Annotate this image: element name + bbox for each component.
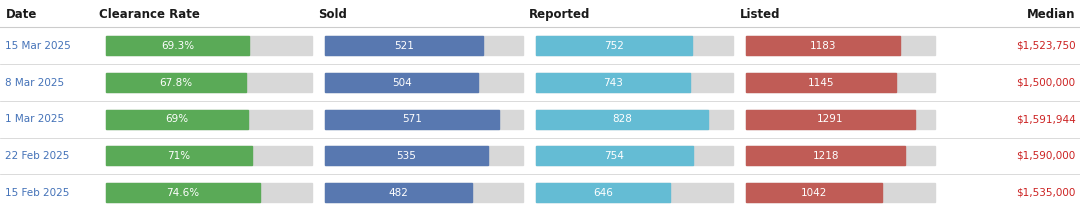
Text: 646: 646 <box>593 188 612 198</box>
Bar <box>325 73 523 92</box>
Text: $1,535,000: $1,535,000 <box>1016 188 1076 198</box>
Text: 828: 828 <box>612 114 632 124</box>
Bar <box>325 146 523 165</box>
Bar <box>106 110 312 129</box>
Text: 1042: 1042 <box>801 188 827 198</box>
Text: 754: 754 <box>604 151 624 161</box>
Text: 22 Feb 2025: 22 Feb 2025 <box>5 151 70 161</box>
Text: 504: 504 <box>392 77 411 88</box>
Text: 74.6%: 74.6% <box>166 188 200 198</box>
Text: 67.8%: 67.8% <box>159 77 192 88</box>
Bar <box>106 73 245 92</box>
Bar <box>325 183 472 202</box>
Text: 743: 743 <box>603 77 623 88</box>
Text: 69%: 69% <box>165 114 189 124</box>
Bar <box>106 146 253 165</box>
Bar <box>536 146 692 165</box>
Bar <box>325 36 484 55</box>
Text: 521: 521 <box>394 41 415 51</box>
Bar <box>536 110 707 129</box>
Bar <box>746 36 935 55</box>
Bar <box>325 73 478 92</box>
Bar <box>746 110 915 129</box>
Bar <box>746 36 901 55</box>
Bar <box>536 146 733 165</box>
Text: 1145: 1145 <box>808 77 834 88</box>
Text: 571: 571 <box>402 114 422 124</box>
Bar <box>746 146 905 165</box>
Text: $1,500,000: $1,500,000 <box>1016 77 1076 88</box>
Text: 15 Mar 2025: 15 Mar 2025 <box>5 41 71 51</box>
Bar <box>106 110 248 129</box>
Text: 535: 535 <box>396 151 417 161</box>
Text: $1,591,944: $1,591,944 <box>1016 114 1076 124</box>
Text: 1218: 1218 <box>812 151 839 161</box>
Bar <box>325 183 523 202</box>
Bar <box>106 183 312 202</box>
Bar <box>746 183 935 202</box>
Bar <box>325 36 523 55</box>
Bar <box>106 146 312 165</box>
Bar <box>325 110 523 129</box>
Bar <box>106 73 312 92</box>
Text: $1,523,750: $1,523,750 <box>1016 41 1076 51</box>
Text: Reported: Reported <box>529 8 591 21</box>
Text: 752: 752 <box>604 41 624 51</box>
Bar <box>536 183 670 202</box>
Bar <box>536 73 733 92</box>
Text: 1 Mar 2025: 1 Mar 2025 <box>5 114 65 124</box>
Bar <box>746 183 882 202</box>
Text: Listed: Listed <box>740 8 781 21</box>
Text: 482: 482 <box>389 188 408 198</box>
Bar <box>106 36 312 55</box>
Bar <box>536 183 733 202</box>
Bar <box>746 73 935 92</box>
Text: 69.3%: 69.3% <box>161 41 194 51</box>
Bar <box>746 110 935 129</box>
Bar <box>536 36 692 55</box>
Bar <box>746 146 935 165</box>
Text: 1183: 1183 <box>810 41 837 51</box>
Bar <box>536 36 733 55</box>
Bar <box>106 183 259 202</box>
Text: Clearance Rate: Clearance Rate <box>99 8 200 21</box>
Bar <box>325 110 499 129</box>
Text: 71%: 71% <box>167 151 191 161</box>
Bar <box>536 110 733 129</box>
Text: Sold: Sold <box>319 8 348 21</box>
Text: 1291: 1291 <box>818 114 843 124</box>
Bar <box>536 73 690 92</box>
Text: 15 Feb 2025: 15 Feb 2025 <box>5 188 70 198</box>
Text: Median: Median <box>1027 8 1076 21</box>
Bar <box>325 146 488 165</box>
Text: 8 Mar 2025: 8 Mar 2025 <box>5 77 65 88</box>
Text: $1,590,000: $1,590,000 <box>1016 151 1076 161</box>
Bar <box>746 73 895 92</box>
Bar <box>106 36 248 55</box>
Text: Date: Date <box>5 8 37 21</box>
